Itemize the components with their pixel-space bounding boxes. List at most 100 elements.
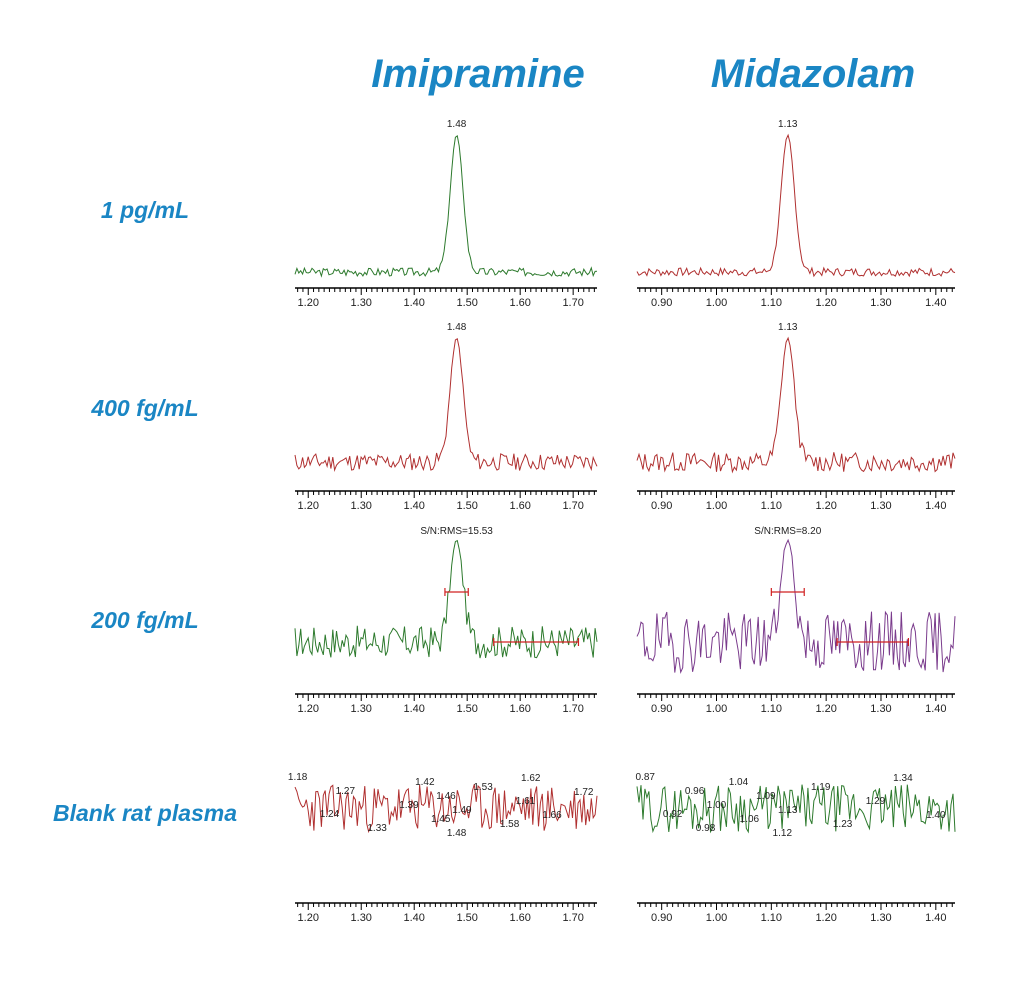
tick-label: 1.20 xyxy=(298,912,319,924)
tick-label: 1.30 xyxy=(351,500,372,512)
tick-label: 1.20 xyxy=(815,297,836,309)
column-title-midazolam: Midazolam xyxy=(710,52,916,96)
peak-label: 1.18 xyxy=(288,772,308,783)
tick-label: 1.60 xyxy=(509,297,530,309)
peak-label: 1.39 xyxy=(399,800,419,811)
tick-label: 1.30 xyxy=(870,912,891,924)
row-label-blank: Blank rat plasma xyxy=(52,800,238,826)
peak-label: 1.33 xyxy=(367,823,387,834)
tick-label: 1.50 xyxy=(456,297,477,309)
peak-label: 1.61 xyxy=(516,796,536,807)
peak-label: 1.13 xyxy=(778,805,798,816)
tick-label: 1.70 xyxy=(562,703,583,715)
trace-midazolam-1 xyxy=(636,336,956,474)
tick-label: 1.40 xyxy=(925,500,946,512)
row-label-400-fg: 400 fg/mL xyxy=(91,395,199,421)
tick-label: 1.40 xyxy=(925,912,946,924)
peak-label: 1.48 xyxy=(447,119,467,130)
tick-label: 1.00 xyxy=(706,297,727,309)
peak-label: 1.48 xyxy=(447,828,467,839)
tick-label: 1.20 xyxy=(298,703,319,715)
trace-imipramine-3 xyxy=(294,784,598,834)
peak-label: 1.42 xyxy=(415,777,435,788)
tick-label: 1.20 xyxy=(815,703,836,715)
peak-label: 1.23 xyxy=(833,819,853,830)
tick-label: 0.90 xyxy=(651,703,672,715)
tick-label: 1.70 xyxy=(562,500,583,512)
column-title-imipramine: Imipramine xyxy=(371,52,585,96)
peak-label: 1.48 xyxy=(447,322,467,333)
tick-label: 1.00 xyxy=(706,703,727,715)
tick-label: 1.40 xyxy=(403,297,424,309)
peak-label: 1.58 xyxy=(500,819,520,830)
tick-label: 1.60 xyxy=(509,703,530,715)
peak-label: 0.98 xyxy=(696,823,716,834)
tick-label: 0.90 xyxy=(651,912,672,924)
tick-label: 1.60 xyxy=(509,912,530,924)
peak-label: 1.24 xyxy=(320,809,340,820)
tick-label: 1.70 xyxy=(562,297,583,309)
peak-label: 1.00 xyxy=(707,800,727,811)
tick-label: 1.30 xyxy=(351,297,372,309)
peak-label: 1.04 xyxy=(729,777,749,788)
tick-label: 1.40 xyxy=(403,703,424,715)
peak-label: 1.29 xyxy=(866,796,886,807)
peak-label: 1.13 xyxy=(778,119,798,130)
peak-label: 1.27 xyxy=(336,786,356,797)
peak-label: 1.66 xyxy=(542,810,562,821)
tick-label: 1.20 xyxy=(815,500,836,512)
row-label-1-pg: 1 pg/mL xyxy=(100,197,190,223)
tick-label: 1.50 xyxy=(456,500,477,512)
peak-label: 0.87 xyxy=(635,772,655,783)
tick-label: 1.10 xyxy=(761,297,782,309)
tick-label: 1.40 xyxy=(925,703,946,715)
peak-label: 1.40 xyxy=(926,810,946,821)
tick-label: 1.30 xyxy=(870,703,891,715)
peak-label: 1.53 xyxy=(473,782,493,793)
peak-label: 0.92 xyxy=(663,809,683,820)
tick-label: 1.40 xyxy=(925,297,946,309)
sn-label: S/N:RMS=8.20 xyxy=(754,526,821,537)
tick-label: 1.70 xyxy=(562,912,583,924)
tick-label: 1.50 xyxy=(456,703,477,715)
tick-label: 1.10 xyxy=(761,703,782,715)
tick-label: 0.90 xyxy=(651,297,672,309)
tick-label: 1.00 xyxy=(706,500,727,512)
tick-label: 1.20 xyxy=(815,912,836,924)
tick-label: 1.30 xyxy=(351,912,372,924)
row-label-200-fg: 200 fg/mL xyxy=(91,607,199,633)
peak-label: 1.45 xyxy=(431,814,451,825)
tick-label: 1.60 xyxy=(509,500,530,512)
tick-label: 1.40 xyxy=(403,912,424,924)
tick-label: 1.20 xyxy=(298,500,319,512)
tick-label: 1.30 xyxy=(351,703,372,715)
tick-label: 1.50 xyxy=(456,912,477,924)
trace-midazolam-0 xyxy=(636,133,956,278)
peak-label: 1.09 xyxy=(756,791,776,802)
tick-label: 1.30 xyxy=(870,500,891,512)
trace-imipramine-2 xyxy=(294,539,598,659)
peak-label: 1.13 xyxy=(778,322,798,333)
tick-label: 1.20 xyxy=(298,297,319,309)
tick-label: 1.30 xyxy=(870,297,891,309)
trace-midazolam-3 xyxy=(636,784,956,834)
tick-label: 1.10 xyxy=(761,500,782,512)
trace-midazolam-2 xyxy=(636,538,956,674)
tick-label: 0.90 xyxy=(651,500,672,512)
trace-imipramine-1 xyxy=(294,338,598,472)
sn-label: S/N:RMS=15.53 xyxy=(420,526,493,537)
peak-label: 1.49 xyxy=(452,805,472,816)
tick-label: 1.00 xyxy=(706,912,727,924)
peak-label: 1.46 xyxy=(436,791,456,802)
peak-label: 1.72 xyxy=(574,787,594,798)
peak-label: 0.96 xyxy=(685,786,705,797)
tick-label: 1.40 xyxy=(403,500,424,512)
trace-imipramine-0 xyxy=(294,135,598,278)
peak-label: 1.06 xyxy=(740,814,760,825)
peak-label: 1.19 xyxy=(811,782,831,793)
peak-label: 1.62 xyxy=(521,773,541,784)
tick-label: 1.10 xyxy=(761,912,782,924)
peak-label: 1.34 xyxy=(893,773,913,784)
peak-label: 1.12 xyxy=(773,828,793,839)
